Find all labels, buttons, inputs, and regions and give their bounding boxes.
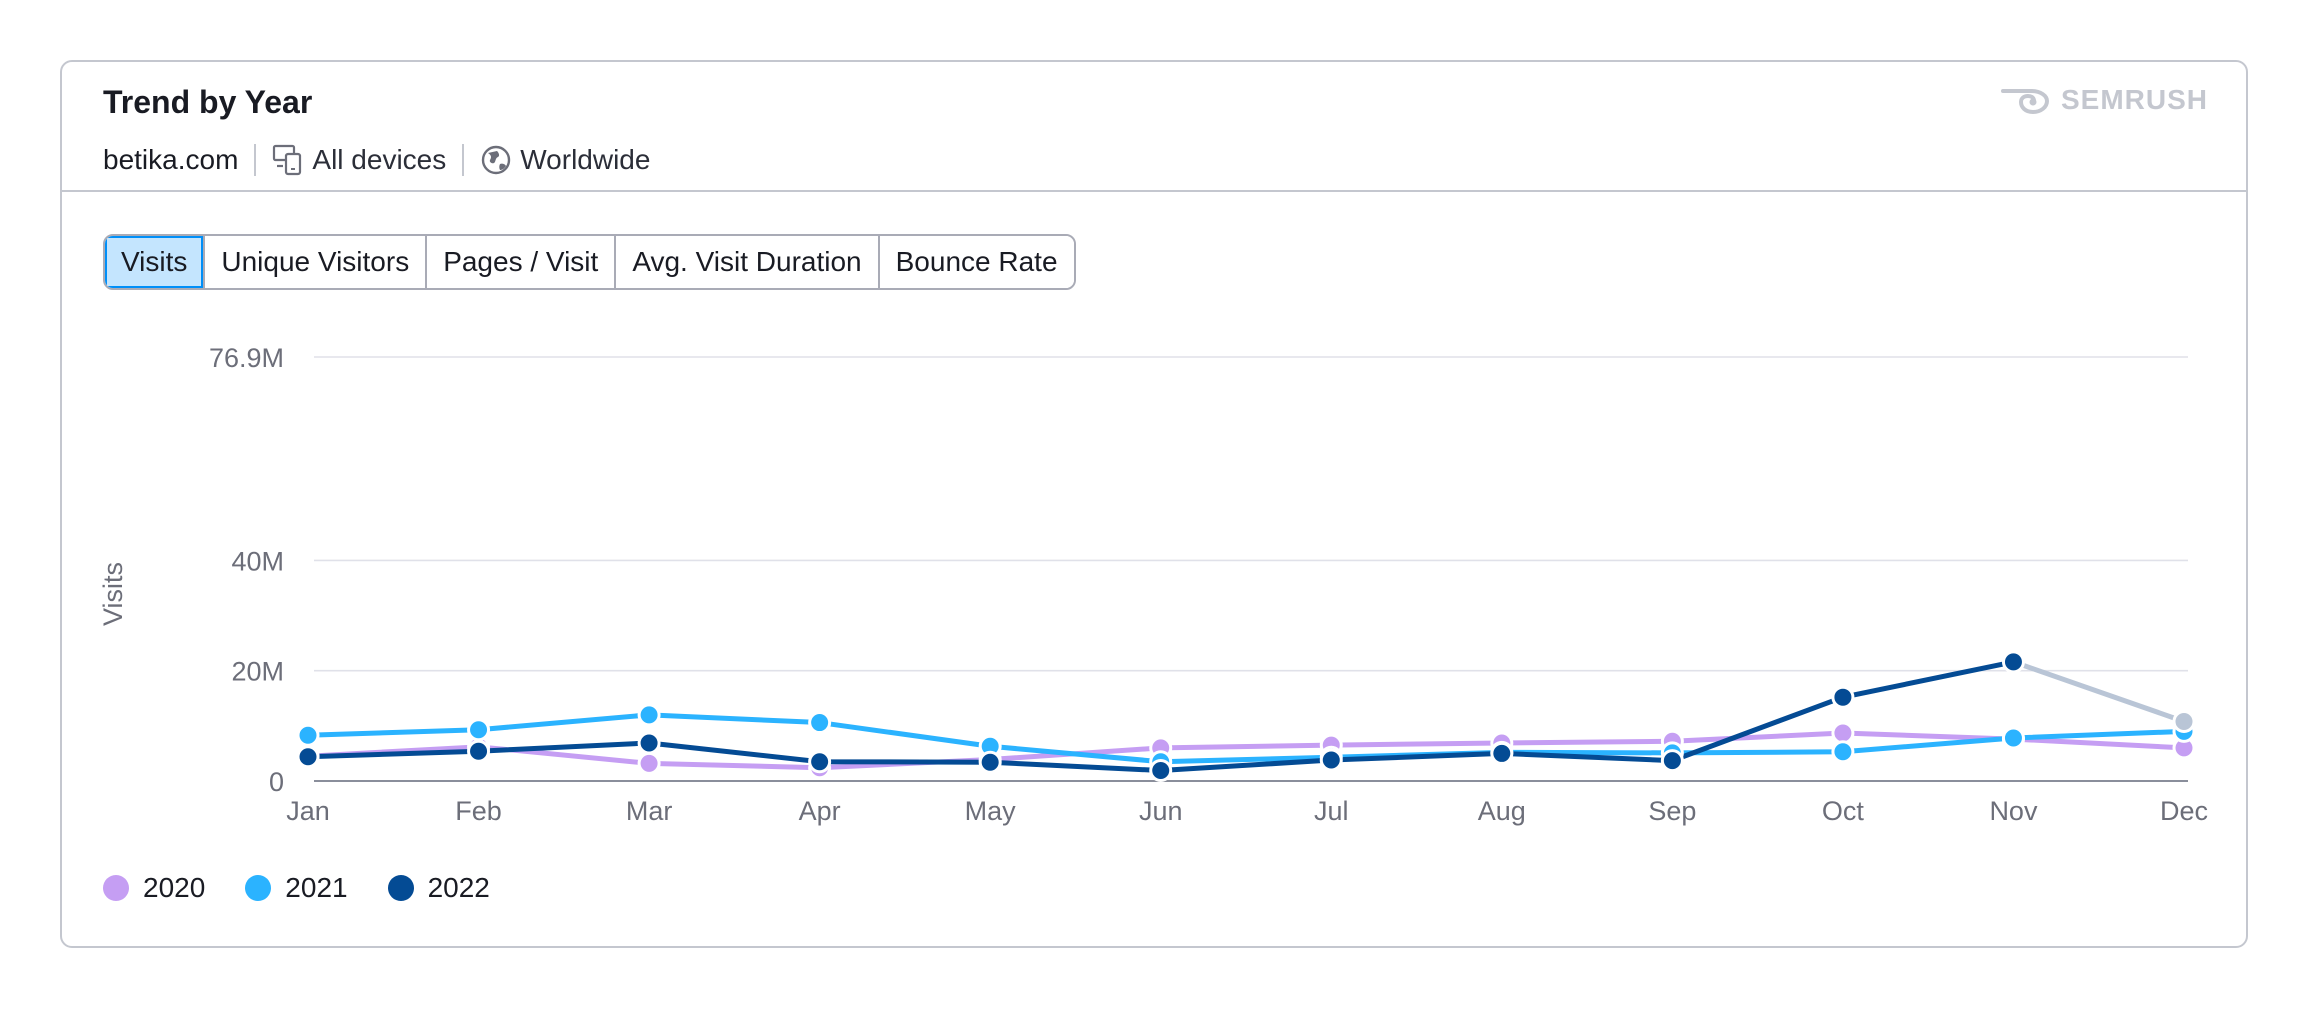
tab-pages-per-visit[interactable]: Pages / Visit bbox=[427, 236, 617, 288]
y-tick-label: 40M bbox=[231, 546, 284, 576]
data-point-2020-oct bbox=[1831, 721, 1855, 745]
data-point-2021-jan bbox=[296, 723, 320, 747]
legend-label-2022: 2022 bbox=[427, 872, 490, 903]
card-title: Trend by Year bbox=[103, 84, 313, 120]
x-tick-label: Dec bbox=[2160, 796, 2208, 826]
data-point-2022-aug bbox=[1490, 741, 1514, 765]
region-label: Worldwide bbox=[520, 144, 651, 175]
x-tick-label: Sep bbox=[1648, 796, 1696, 826]
trend-card: Trend by Year betika.com All devices bbox=[60, 60, 2248, 948]
legend-item-2022[interactable]: 2022 bbox=[387, 872, 490, 904]
data-point-2021-mar bbox=[637, 703, 661, 727]
semrush-logo-icon bbox=[2000, 89, 2049, 115]
tab-unique-visitors[interactable]: Unique Visitors bbox=[205, 236, 428, 288]
semrush-brand: SEMRUSH bbox=[2000, 84, 2208, 116]
x-tick-label: Nov bbox=[1989, 796, 2038, 826]
legend-item-2021[interactable]: 2021 bbox=[245, 872, 348, 904]
data-point-2021-nov bbox=[2001, 726, 2025, 750]
data-point-2021-feb bbox=[467, 718, 491, 742]
device-label: All devices bbox=[312, 144, 447, 175]
tab-avg-visit-duration[interactable]: Avg. Visit Duration bbox=[616, 236, 880, 288]
legend-dot-2022 bbox=[387, 875, 414, 901]
chart-legend: 2020 2021 2022 bbox=[103, 872, 490, 904]
visits-line-chart: 0 20M 40M 76.9M Visits Jan Feb Mar Apr May Jun Jul A… bbox=[98, 343, 2208, 826]
data-point-2020-mar bbox=[637, 751, 661, 775]
data-point-2022-may bbox=[978, 750, 1002, 774]
x-tick-label: Jan bbox=[286, 796, 330, 826]
brand-label: SEMRUSH bbox=[2060, 84, 2208, 115]
series-line-2020 bbox=[305, 730, 2187, 771]
data-point-2022-mar bbox=[637, 731, 661, 755]
legend-dot-2021 bbox=[245, 875, 272, 901]
legend-dot-2020 bbox=[103, 875, 129, 901]
y-axis-label: Visits bbox=[98, 562, 128, 626]
device-filter[interactable]: All devices bbox=[272, 144, 446, 176]
meta-row: betika.com All devices Worldwide bbox=[103, 138, 650, 182]
x-tick-label: Feb bbox=[455, 796, 502, 826]
region-filter[interactable]: Worldwide bbox=[480, 144, 650, 176]
data-point-2022-nov bbox=[2001, 650, 2025, 674]
y-tick-label: 20M bbox=[231, 657, 284, 687]
x-tick-label: Oct bbox=[1822, 796, 1865, 826]
meta-divider bbox=[462, 144, 465, 176]
data-point-2022-feb bbox=[467, 739, 491, 763]
card-header: Trend by Year betika.com All devices bbox=[62, 62, 2246, 192]
legend-label-2021: 2021 bbox=[285, 872, 348, 903]
data-point-2022-oct bbox=[1831, 685, 1855, 709]
data-point-2022-apr bbox=[808, 750, 832, 774]
data-point-2022-jul bbox=[1319, 748, 1343, 772]
x-tick-label: Mar bbox=[626, 796, 673, 826]
meta-divider bbox=[254, 144, 257, 176]
devices-icon bbox=[273, 144, 302, 176]
data-point-2021-oct bbox=[1831, 740, 1855, 764]
legend-item-2020[interactable]: 2020 bbox=[103, 872, 205, 904]
x-tick-label: Jun bbox=[1139, 796, 1183, 826]
x-tick-label: May bbox=[965, 796, 1017, 826]
tab-visits[interactable]: Visits bbox=[105, 236, 206, 288]
x-tick-label: Aug bbox=[1478, 796, 1526, 826]
metric-tabs: Visits Unique Visitors Pages / Visit Avg… bbox=[103, 234, 1076, 290]
y-tick-label: 76.9M bbox=[209, 343, 284, 373]
data-point-2022-jun bbox=[1149, 759, 1173, 783]
series-line-2021 bbox=[305, 712, 2187, 765]
data-point-2022-sep bbox=[1660, 749, 1684, 773]
x-tick-label: Apr bbox=[799, 796, 841, 826]
x-tick-label: Jul bbox=[1314, 796, 1349, 826]
y-tick-label: 0 bbox=[269, 767, 284, 797]
tab-bounce-rate[interactable]: Bounce Rate bbox=[879, 236, 1074, 288]
series-line-partial-2022 bbox=[2010, 659, 2187, 724]
globe-icon bbox=[482, 145, 511, 175]
data-point-2021-apr bbox=[808, 711, 832, 735]
data-point-2022-jan bbox=[296, 745, 320, 769]
data-point-2022-dec bbox=[2172, 709, 2196, 733]
domain-label: betika.com bbox=[103, 144, 239, 175]
legend-label-2020: 2020 bbox=[143, 872, 206, 903]
